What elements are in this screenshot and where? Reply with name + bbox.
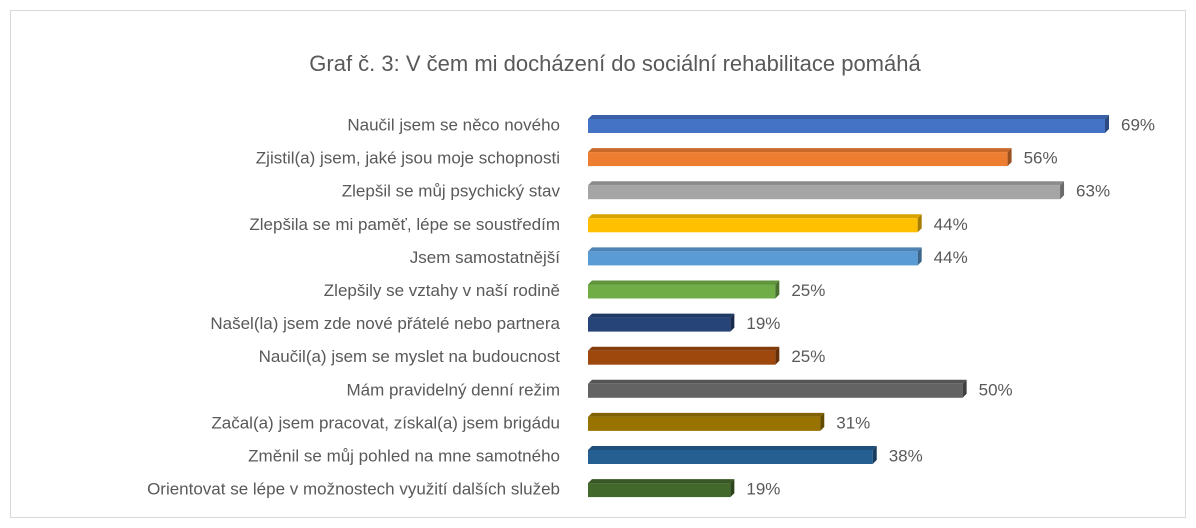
bar-top: [588, 412, 825, 417]
value-label: 44%: [934, 215, 968, 234]
bar-side: [1060, 181, 1065, 200]
bar-side: [730, 479, 735, 498]
category-label: Jsem samostatnější: [410, 248, 560, 267]
bar-top: [588, 115, 1109, 119]
bar: [588, 317, 731, 332]
bar: [588, 383, 963, 398]
bar-top: [588, 247, 922, 252]
value-label: 25%: [791, 281, 825, 300]
bar-top: [588, 280, 780, 285]
bar-top: [588, 181, 1065, 186]
value-label: 50%: [979, 380, 1013, 399]
bar: [588, 350, 776, 365]
bar-top: [588, 346, 780, 351]
bar-top: [588, 313, 735, 318]
bar-top: [588, 214, 922, 219]
bar-side: [917, 214, 922, 233]
bar-top: [588, 479, 735, 484]
value-label: 44%: [934, 248, 968, 267]
value-label: 25%: [791, 347, 825, 366]
value-label: 56%: [1024, 149, 1058, 168]
category-label: Zlepšila se mi paměť, lépe se soustředím: [249, 215, 560, 234]
value-label: 38%: [889, 446, 923, 465]
category-label: Našel(la) jsem zde nové přátelé nebo par…: [210, 314, 560, 333]
bar: [588, 416, 821, 431]
value-label: 69%: [1121, 115, 1155, 134]
value-label: 31%: [836, 413, 870, 432]
bar-side: [775, 280, 780, 299]
bar: [588, 152, 1008, 167]
bar-side: [917, 247, 922, 266]
bar: [588, 284, 776, 299]
category-label: Orientovat se lépe v možnostech využití …: [147, 480, 560, 499]
bar-side: [1007, 148, 1012, 167]
category-label: Naučil jsem se něco nového: [347, 115, 560, 134]
bar-top: [588, 379, 967, 384]
bar: [588, 185, 1061, 200]
category-label: Mám pravidelný denní režim: [346, 380, 560, 399]
bar-side: [820, 412, 825, 431]
bar-side: [872, 446, 877, 464]
category-label: Naučil(a) jsem se myslet na budoucnost: [259, 347, 561, 366]
category-label: Změnil se můj pohled na mne samotného: [248, 446, 560, 465]
category-label: Zlepšil se můj psychický stav: [342, 182, 561, 201]
bar: [588, 483, 731, 498]
bar-side: [962, 379, 967, 398]
category-label: Začal(a) jsem pracovat, získal(a) jsem b…: [211, 413, 560, 432]
bar-side: [775, 346, 780, 365]
value-label: 19%: [746, 314, 780, 333]
bar-side: [730, 313, 735, 332]
bar-top: [588, 446, 877, 450]
bar: [588, 251, 918, 266]
bar: [588, 450, 873, 464]
bar: [588, 119, 1105, 133]
value-label: 19%: [746, 480, 780, 499]
value-label: 63%: [1076, 182, 1110, 201]
chart-title: Graf č. 3: V čem mi docházení do sociáln…: [309, 51, 921, 76]
category-label: Zjistil(a) jsem, jaké jsou moje schopnos…: [256, 149, 560, 168]
category-label: Zlepšily se vztahy v naší rodině: [324, 281, 560, 300]
bar: [588, 218, 918, 233]
bar-side: [1105, 115, 1109, 133]
bar-top: [588, 148, 1012, 153]
